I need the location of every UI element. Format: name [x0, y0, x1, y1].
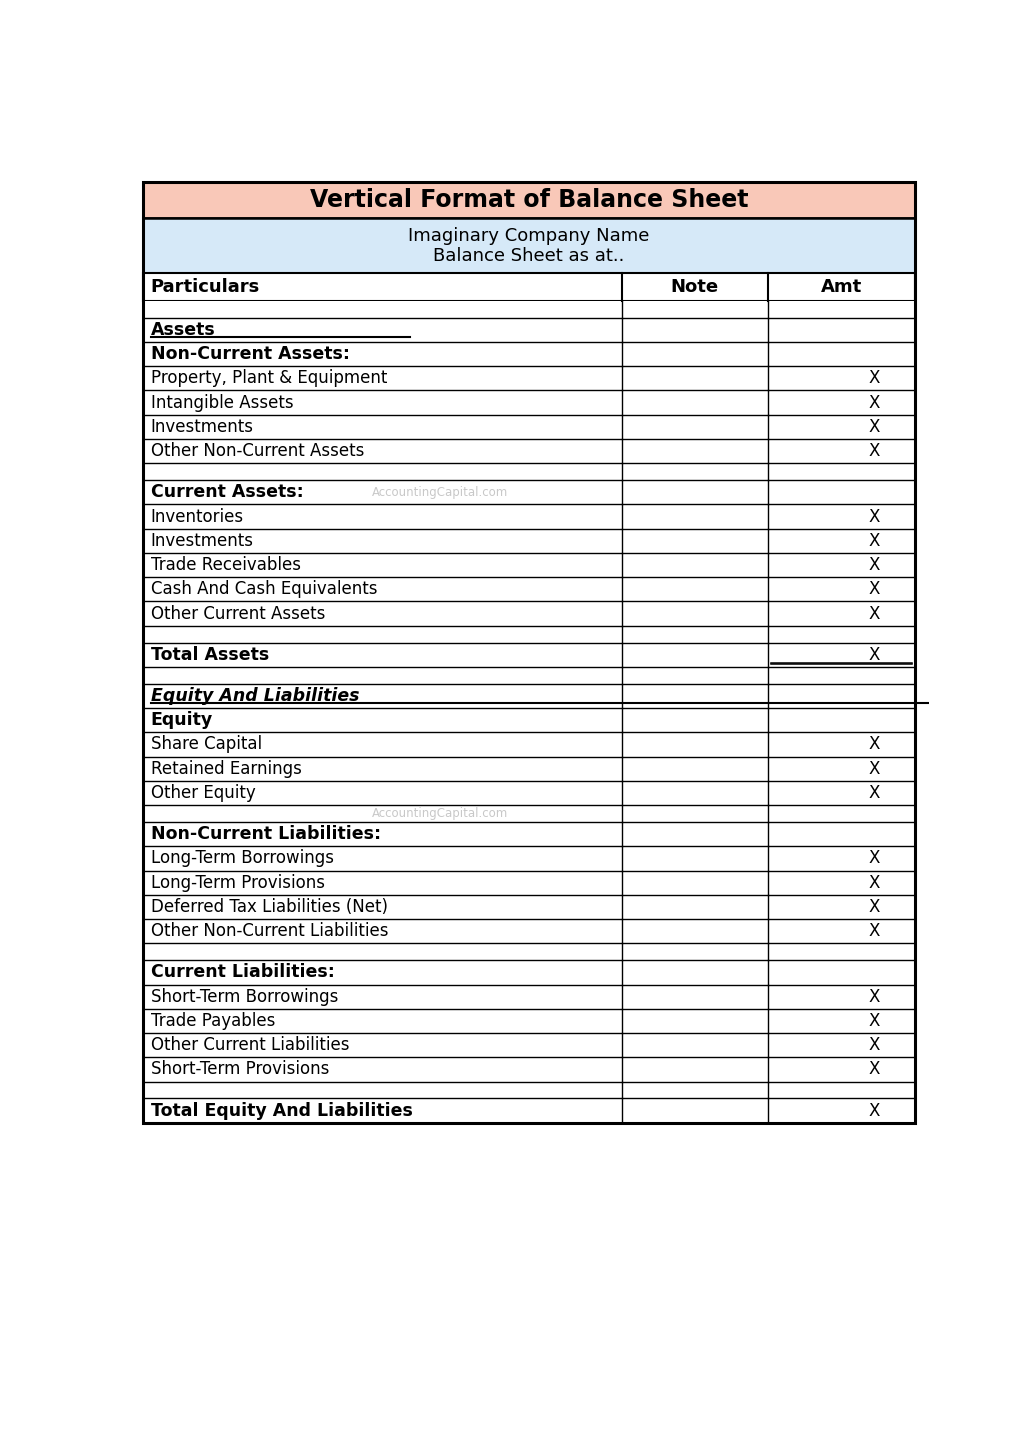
Text: Deferred Tax Liabilities (Net): Deferred Tax Liabilities (Net): [151, 898, 388, 916]
Text: Investments: Investments: [151, 532, 254, 550]
Text: Equity: Equity: [151, 712, 213, 729]
Bar: [143, 757, 914, 781]
Bar: [143, 1058, 914, 1082]
Text: Long-Term Borrowings: Long-Term Borrowings: [151, 849, 333, 867]
Text: X: X: [868, 605, 879, 623]
Text: Short-Term Borrowings: Short-Term Borrowings: [151, 987, 338, 1006]
Bar: [143, 301, 914, 317]
Text: X: X: [868, 442, 879, 460]
Text: Retained Earnings: Retained Earnings: [151, 759, 301, 778]
Text: Vertical Format of Balance Sheet: Vertical Format of Balance Sheet: [310, 187, 748, 212]
Bar: [143, 366, 914, 391]
Text: X: X: [868, 581, 879, 598]
Bar: [143, 984, 914, 1009]
Bar: [143, 415, 914, 440]
Text: Amt: Amt: [820, 278, 862, 295]
Text: X: X: [868, 987, 879, 1006]
Bar: [143, 1098, 914, 1123]
Text: X: X: [868, 1012, 879, 1030]
Bar: [143, 504, 914, 529]
Bar: [143, 960, 914, 984]
Text: Particulars: Particulars: [151, 278, 260, 295]
Bar: [143, 708, 914, 732]
Text: X: X: [868, 1061, 879, 1078]
Text: X: X: [868, 393, 879, 412]
Text: Short-Term Provisions: Short-Term Provisions: [151, 1061, 329, 1078]
Text: Trade Receivables: Trade Receivables: [151, 556, 300, 574]
Text: X: X: [868, 922, 879, 940]
Text: X: X: [868, 898, 879, 916]
Text: X: X: [868, 1101, 879, 1120]
Text: Equity And Liabilities: Equity And Liabilities: [151, 687, 359, 705]
Text: Other Non-Current Assets: Other Non-Current Assets: [151, 442, 364, 460]
Text: X: X: [868, 532, 879, 550]
Text: Total Assets: Total Assets: [151, 646, 269, 664]
Text: X: X: [868, 556, 879, 574]
Text: X: X: [868, 1036, 879, 1055]
Bar: [143, 440, 914, 463]
Text: X: X: [868, 646, 879, 664]
Bar: [143, 643, 914, 667]
Bar: [143, 944, 914, 960]
Bar: [143, 601, 914, 625]
Text: Cash And Cash Equivalents: Cash And Cash Equivalents: [151, 581, 378, 598]
Text: Intangible Assets: Intangible Assets: [151, 393, 293, 412]
Bar: [143, 342, 914, 366]
Text: X: X: [868, 735, 879, 754]
Text: Current Liabilities:: Current Liabilities:: [151, 964, 334, 981]
Text: Long-Term Provisions: Long-Term Provisions: [151, 873, 325, 892]
Bar: [143, 317, 914, 342]
Bar: [143, 667, 914, 684]
Bar: [143, 272, 914, 301]
Text: X: X: [868, 873, 879, 892]
Bar: [143, 684, 914, 708]
Bar: [143, 1082, 914, 1098]
Text: X: X: [868, 759, 879, 778]
Text: X: X: [868, 418, 879, 435]
Bar: [143, 480, 914, 504]
Text: X: X: [868, 369, 879, 388]
Bar: [143, 625, 914, 643]
Text: AccountingCapital.com: AccountingCapital.com: [372, 807, 508, 820]
Bar: [143, 870, 914, 895]
Text: AccountingCapital.com: AccountingCapital.com: [372, 486, 508, 499]
Bar: [143, 529, 914, 553]
Text: Imaginary Company Name: Imaginary Company Name: [409, 226, 649, 245]
Text: X: X: [868, 784, 879, 803]
Bar: [143, 391, 914, 415]
Bar: [143, 846, 914, 870]
Text: Other Non-Current Liabilities: Other Non-Current Liabilities: [151, 922, 388, 940]
Text: Total Equity And Liabilities: Total Equity And Liabilities: [151, 1101, 413, 1120]
Text: Trade Payables: Trade Payables: [151, 1012, 276, 1030]
Text: Investments: Investments: [151, 418, 254, 435]
Bar: [143, 218, 914, 272]
Bar: [143, 895, 914, 919]
Bar: [143, 182, 914, 218]
Text: Share Capital: Share Capital: [151, 735, 262, 754]
Text: X: X: [868, 507, 879, 526]
Bar: [143, 553, 914, 578]
Bar: [143, 1009, 914, 1033]
Bar: [143, 463, 914, 480]
Bar: [143, 919, 914, 944]
Text: Non-Current Liabilities:: Non-Current Liabilities:: [151, 826, 381, 843]
Text: Property, Plant & Equipment: Property, Plant & Equipment: [151, 369, 387, 388]
Text: Other Equity: Other Equity: [151, 784, 256, 803]
Text: Other Current Assets: Other Current Assets: [151, 605, 325, 623]
Bar: [143, 182, 914, 1123]
Bar: [143, 806, 914, 821]
Text: Non-Current Assets:: Non-Current Assets:: [151, 344, 350, 363]
Bar: [143, 732, 914, 757]
Text: X: X: [868, 849, 879, 867]
Bar: [143, 1033, 914, 1058]
Text: Inventories: Inventories: [151, 507, 244, 526]
Bar: [143, 821, 914, 846]
Text: Balance Sheet as at..: Balance Sheet as at..: [433, 248, 624, 265]
Text: Note: Note: [671, 278, 719, 295]
Text: Current Assets:: Current Assets:: [151, 483, 303, 501]
Bar: [143, 578, 914, 601]
Bar: [143, 781, 914, 806]
Text: Other Current Liabilities: Other Current Liabilities: [151, 1036, 349, 1055]
Text: Assets: Assets: [151, 321, 216, 339]
